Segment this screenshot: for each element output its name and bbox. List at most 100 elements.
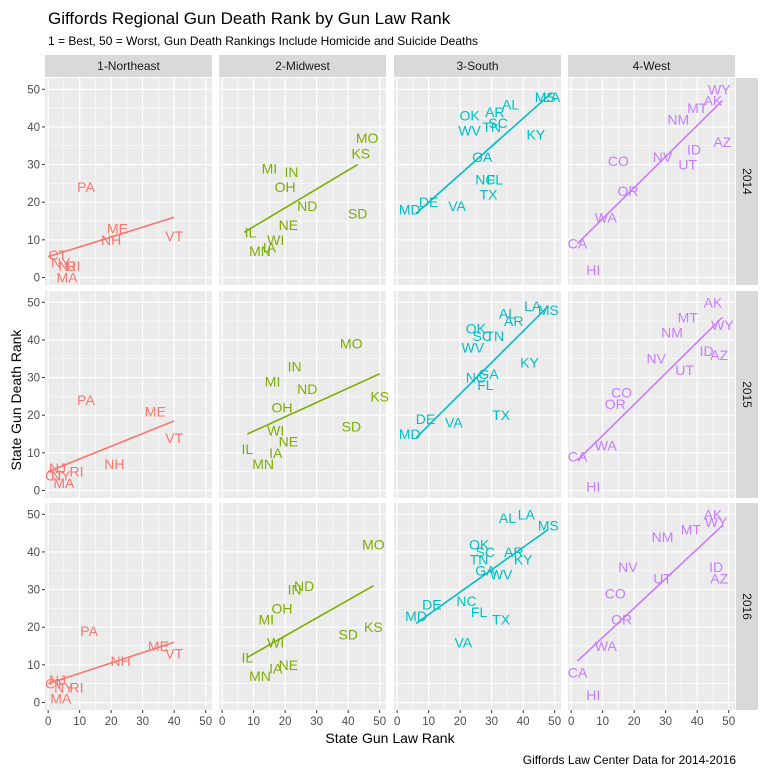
state-label-OH: OH: [272, 400, 293, 416]
y-tick-label: 20: [27, 410, 40, 422]
state-label-IN: IN: [284, 164, 298, 180]
state-label-ID: ID: [700, 343, 714, 359]
state-label-AK: AK: [704, 506, 723, 522]
state-label-FL: FL: [471, 604, 488, 620]
state-label-ND: ND: [297, 198, 317, 214]
state-label-GA: GA: [478, 366, 499, 382]
state-label-WV: WV: [490, 567, 513, 583]
state-label-NY: NY: [54, 679, 74, 695]
state-label-IA: IA: [269, 661, 283, 677]
state-label-SC: SC: [488, 115, 507, 131]
state-label-KY: KY: [514, 551, 533, 567]
y-tick-label: 10: [27, 235, 40, 247]
state-label-CO: CO: [611, 385, 632, 401]
state-label-NV: NV: [646, 351, 666, 367]
x-tick-label: 20: [628, 716, 641, 728]
state-label-CT: CT: [48, 247, 67, 263]
regression-line: [47, 420, 175, 473]
state-label-FL: FL: [487, 172, 504, 188]
facet-strip-2015: [736, 291, 758, 498]
state-label-UT: UT: [678, 157, 697, 173]
state-label-NC: NC: [475, 172, 495, 188]
facet-strip-3-South: [394, 55, 561, 77]
regression-line: [576, 100, 723, 245]
state-label-MA: MA: [53, 475, 75, 491]
chart-subtitle: 1 = Best, 50 = Worst, Gun Death Rankings…: [48, 34, 478, 48]
y-tick-label: 40: [27, 122, 40, 134]
panel-background: [568, 291, 735, 498]
state-label-VT: VT: [165, 646, 183, 662]
panel-background: [568, 503, 735, 710]
state-label-OK: OK: [466, 321, 487, 337]
x-tick-label: 50: [548, 716, 561, 728]
x-tick-label: 50: [722, 716, 735, 728]
panel-background: [394, 503, 561, 710]
state-label-KS: KS: [370, 388, 389, 404]
state-label-NV: NV: [653, 149, 673, 165]
state-label-WY: WY: [711, 317, 734, 333]
state-label-NC: NC: [466, 370, 486, 386]
state-label-RI: RI: [70, 679, 84, 695]
state-label-NH: NH: [101, 232, 121, 248]
state-label-NE: NE: [279, 657, 298, 673]
state-label-GA: GA: [475, 563, 496, 579]
panel-background: [45, 291, 212, 498]
state-label-TN: TN: [485, 328, 504, 344]
x-tick-label: 50: [373, 716, 386, 728]
state-label-WA: WA: [595, 209, 618, 225]
state-label-CA: CA: [568, 449, 588, 465]
y-tick-label: 10: [27, 448, 40, 460]
state-label-NM: NM: [667, 111, 689, 127]
state-label-HI: HI: [586, 262, 600, 278]
state-label-AR: AR: [485, 104, 504, 120]
state-label-NV: NV: [618, 559, 638, 575]
y-tick-label: 50: [27, 84, 40, 96]
state-label-MO: MO: [340, 336, 363, 352]
state-label-NM: NM: [661, 324, 683, 340]
state-label-TX: TX: [492, 612, 511, 628]
regression-line: [47, 216, 175, 258]
state-label-LA: LA: [524, 298, 542, 314]
regression-line: [47, 641, 175, 685]
state-label-OR: OR: [605, 396, 626, 412]
state-label-CO: CO: [605, 585, 626, 601]
regression-line: [576, 316, 723, 461]
state-label-IL: IL: [242, 649, 254, 665]
state-label-WY: WY: [705, 514, 728, 530]
x-axis-title: State Gun Law Rank: [325, 730, 455, 746]
state-label-WI: WI: [267, 232, 284, 248]
facet-strip-label: 4-West: [633, 59, 671, 73]
state-label-NH: NH: [104, 456, 124, 472]
state-label-AK: AK: [704, 294, 723, 310]
facet-strip-label: 1-Northeast: [97, 59, 160, 73]
state-label-AL: AL: [499, 306, 516, 322]
state-label-PA: PA: [77, 392, 95, 408]
y-tick-label: 30: [27, 160, 40, 172]
state-label-MS: MS: [538, 518, 559, 534]
state-label-TX: TX: [492, 407, 511, 423]
x-tick-label: 0: [219, 716, 225, 728]
state-label-TN: TN: [470, 551, 489, 567]
state-label-AZ: AZ: [710, 570, 728, 586]
state-label-NJ: NJ: [49, 460, 66, 476]
state-label-NY: NY: [51, 467, 71, 483]
state-label-DE: DE: [416, 411, 435, 427]
state-label-UT: UT: [653, 570, 672, 586]
state-label-AL: AL: [502, 96, 519, 112]
x-tick-label: 30: [310, 716, 323, 728]
state-label-TX: TX: [480, 187, 499, 203]
y-tick-label: 30: [27, 585, 40, 597]
state-label-MI: MI: [262, 160, 278, 176]
state-label-KS: KS: [351, 145, 370, 161]
x-tick-label: 20: [454, 716, 467, 728]
state-label-MI: MI: [258, 612, 274, 628]
state-label-DE: DE: [422, 597, 441, 613]
state-label-ME: ME: [148, 638, 169, 654]
state-label-ND: ND: [297, 381, 317, 397]
